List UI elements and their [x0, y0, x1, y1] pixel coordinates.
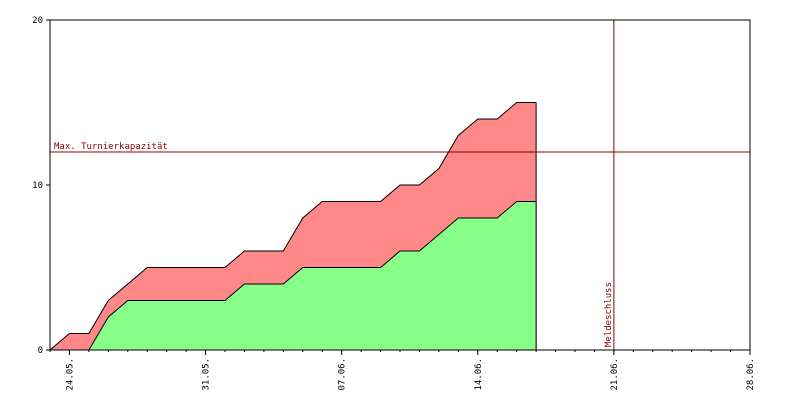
deadline-label: Meldeschluss — [604, 282, 614, 347]
annotations: Max. Turnierkapazität Meldeschluss — [50, 20, 750, 350]
x-tick-label: 07.06. — [338, 358, 348, 391]
y-tick-label: 10 — [32, 181, 43, 191]
series-line-0 — [49, 102, 537, 351]
axes: 0 10 20 24.05. 31.05. 07.06. 14.06. 21.06. 28.06… — [32, 16, 756, 391]
x-tick-label: 24.05. — [65, 358, 75, 391]
y-tick-label: 0 — [38, 346, 43, 356]
plot-areas — [49, 102, 537, 351]
y-tick-label: 20 — [32, 16, 43, 26]
x-tick-label: 21.06. — [610, 358, 620, 391]
x-tick-label: 31.05. — [202, 358, 212, 391]
capacity-label: Max. Turnierkapazität — [54, 142, 168, 152]
series-line-1 — [50, 201, 537, 351]
x-tick-label: 14.06. — [474, 358, 484, 391]
x-tick-label: 28.06. — [746, 358, 756, 391]
